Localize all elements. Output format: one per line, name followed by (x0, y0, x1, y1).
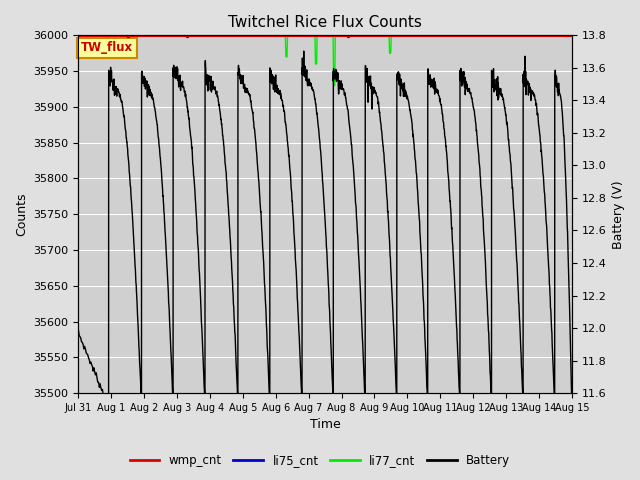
Legend: wmp_cnt, li75_cnt, li77_cnt, Battery: wmp_cnt, li75_cnt, li77_cnt, Battery (125, 449, 515, 472)
Point (123, 32, 133, 40)
Point (343, 32, 353, 40)
Y-axis label: Counts: Counts (15, 192, 28, 236)
Text: TW_flux: TW_flux (81, 41, 133, 54)
Title: Twitchel Rice Flux Counts: Twitchel Rice Flux Counts (228, 15, 422, 30)
Y-axis label: Battery (V): Battery (V) (612, 180, 625, 249)
X-axis label: Time: Time (310, 419, 340, 432)
Point (182, 32, 192, 40)
